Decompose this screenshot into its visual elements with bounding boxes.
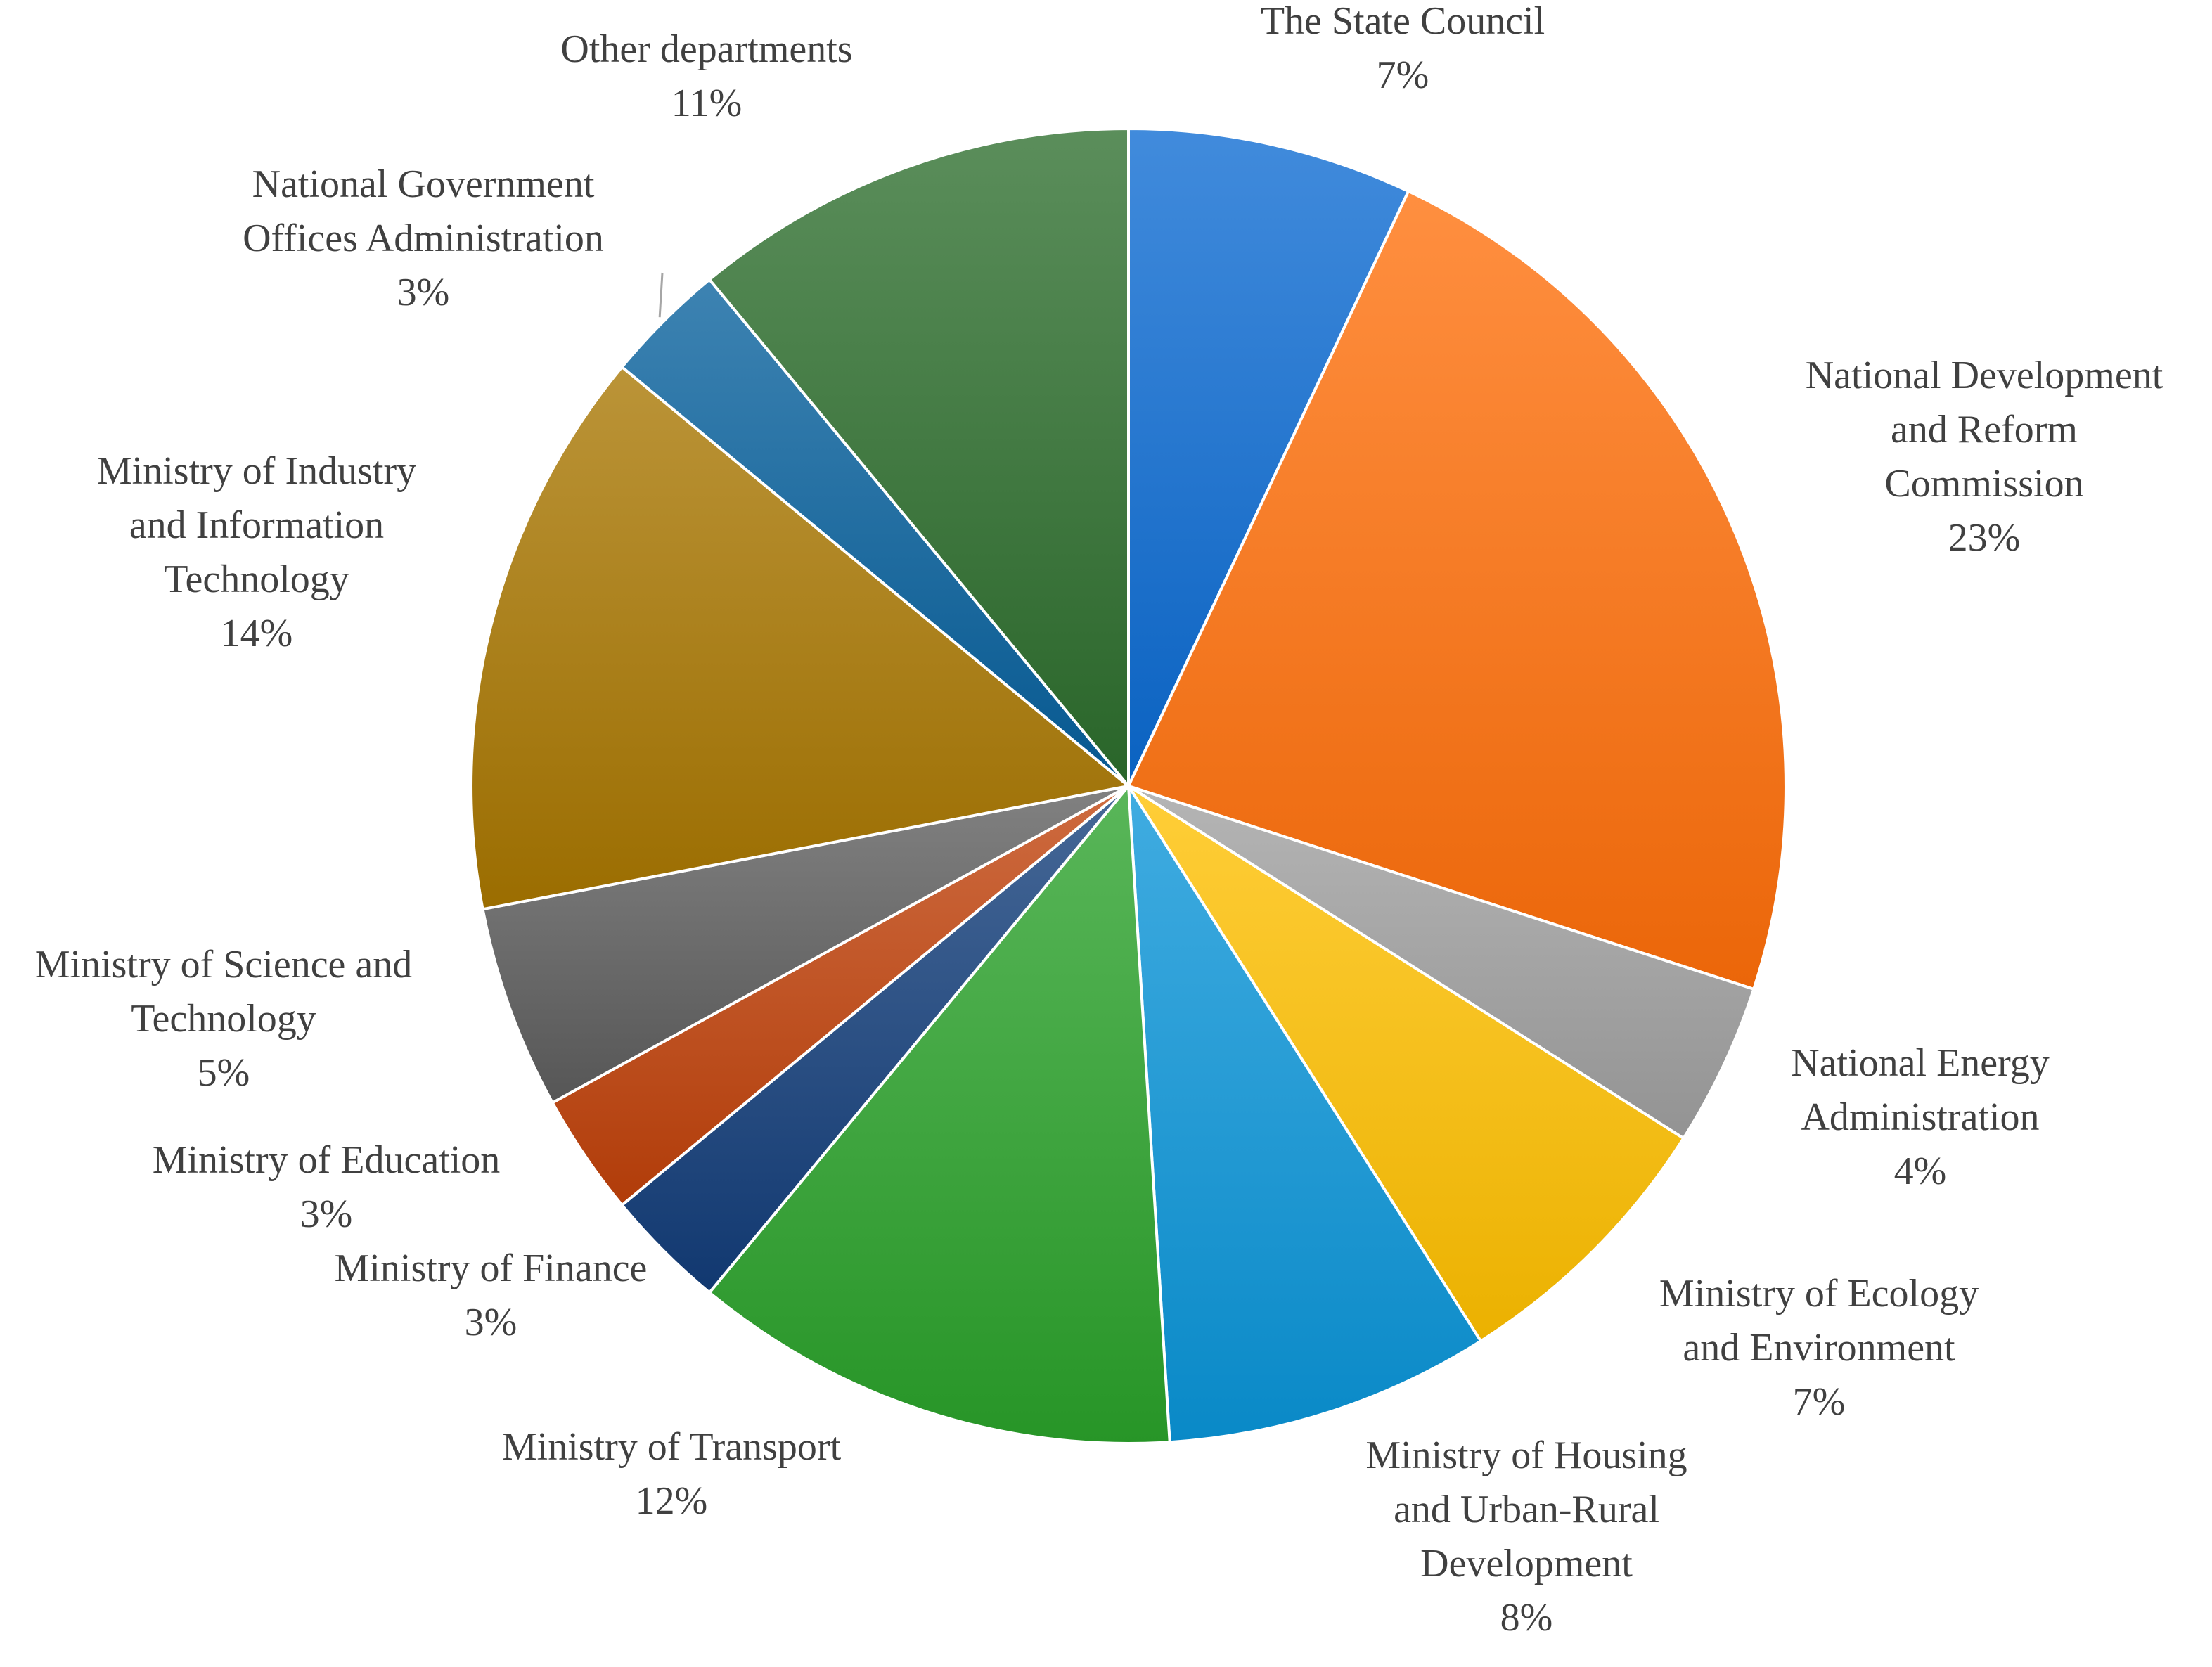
slice-percent-6: 3%: [465, 1301, 517, 1344]
slice-percent-4: 8%: [1500, 1596, 1553, 1640]
slice-name-line-9-0: Ministry of Industry: [97, 449, 416, 493]
slice-label-8: Ministry of Science and Technology 5%: [35, 943, 413, 1095]
slice-label-10: National Government Offices Administratio…: [243, 162, 604, 314]
slice-name-line-6-0: Ministry of Finance: [335, 1247, 648, 1290]
slice-name-line-3-1: and Environment: [1683, 1326, 1955, 1370]
slice-label-4: Ministry of Housing and Urban-Rural Develo…: [1365, 1434, 1687, 1640]
pie-slice-8: [481, 785, 1129, 1105]
slice-labels: The State Council 7% National Development a…: [35, 0, 2163, 1640]
slice-percent-7: 3%: [300, 1192, 353, 1236]
slice-label-6: Ministry of Finance 3%: [335, 1247, 648, 1344]
slice-percent-9: 14%: [221, 612, 293, 655]
slice-name-line-5-0: Ministry of Transport: [502, 1425, 842, 1469]
slice-name-line-4-1: and Urban-Rural: [1394, 1488, 1659, 1531]
slice-name-line-8-0: Ministry of Science and: [35, 943, 413, 986]
slice-percent-10: 3%: [397, 271, 450, 314]
slice-percent-8: 5%: [198, 1051, 250, 1095]
slice-name-line-1-0: National Development: [1806, 354, 2163, 397]
pie-slice-0: [1127, 127, 1410, 787]
slice-name-line-8-1: Technology: [131, 997, 316, 1041]
slice-name-line-9-2: Technology: [164, 558, 349, 601]
pie-slice-4: [1127, 785, 1483, 1444]
slice-percent-0: 7%: [1377, 53, 1429, 97]
leader-line-10: [658, 272, 664, 318]
slice-name-line-9-1: and Information: [129, 503, 384, 547]
slice-name-line-1-1: and Reform: [1891, 408, 2078, 451]
slice-label-5: Ministry of Transport 12%: [502, 1425, 842, 1523]
slice-name-line-7-0: Ministry of Education: [153, 1138, 501, 1182]
slice-percent-1: 23%: [1948, 516, 2021, 560]
pie-slices: [470, 127, 1787, 1446]
slice-percent-3: 7%: [1793, 1380, 1846, 1424]
pie-slice-3: [1127, 785, 1686, 1344]
slice-name-line-2-1: Administration: [1801, 1095, 2039, 1139]
slice-name-line-4-0: Ministry of Housing: [1365, 1434, 1687, 1477]
slice-name-line-4-2: Development: [1420, 1542, 1633, 1585]
pie-slice-2: [1127, 785, 1756, 1140]
slice-percent-11: 11%: [671, 82, 742, 125]
slice-name-line-11-0: Other departments: [560, 27, 852, 71]
slice-label-7: Ministry of Education 3%: [153, 1138, 501, 1236]
slice-label-2: National Energy Administration 4%: [1791, 1041, 2050, 1193]
slice-label-3: Ministry of Ecology and Environment 7%: [1659, 1272, 1979, 1424]
slice-name-line-10-1: Offices Administration: [243, 217, 604, 260]
slice-name-line-0-0: The State Council: [1261, 0, 1545, 43]
pie-slice-5: [707, 782, 1171, 1446]
slice-label-11: Other departments 11%: [560, 27, 852, 125]
slice-label-9: Ministry of Industry and Information Techn…: [97, 449, 416, 655]
slice-name-line-1-2: Commission: [1884, 462, 2083, 506]
slice-label-1: National Development and Reform Commission…: [1806, 354, 2163, 560]
slice-label-0: The State Council 7%: [1261, 0, 1545, 97]
slice-name-line-3-0: Ministry of Ecology: [1659, 1272, 1979, 1315]
slice-name-line-2-0: National Energy: [1791, 1041, 2050, 1085]
pie-slice-11: [707, 127, 1130, 790]
slice-percent-2: 4%: [1894, 1150, 1947, 1193]
slice-percent-5: 12%: [636, 1479, 708, 1523]
slice-name-line-10-0: National Government: [252, 162, 595, 206]
leader-lines: [658, 272, 664, 318]
pie-slice-9: [470, 365, 1132, 911]
pie-slice-1: [1126, 189, 1787, 991]
